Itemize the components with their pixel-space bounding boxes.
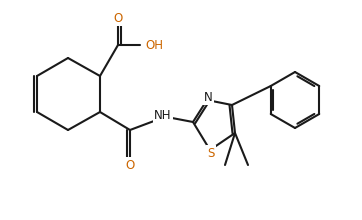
Text: OH: OH — [145, 38, 163, 51]
Text: N: N — [203, 90, 212, 103]
Text: O: O — [125, 158, 135, 172]
Text: S: S — [207, 147, 215, 160]
Text: NH: NH — [154, 108, 172, 121]
Text: O: O — [113, 11, 123, 24]
